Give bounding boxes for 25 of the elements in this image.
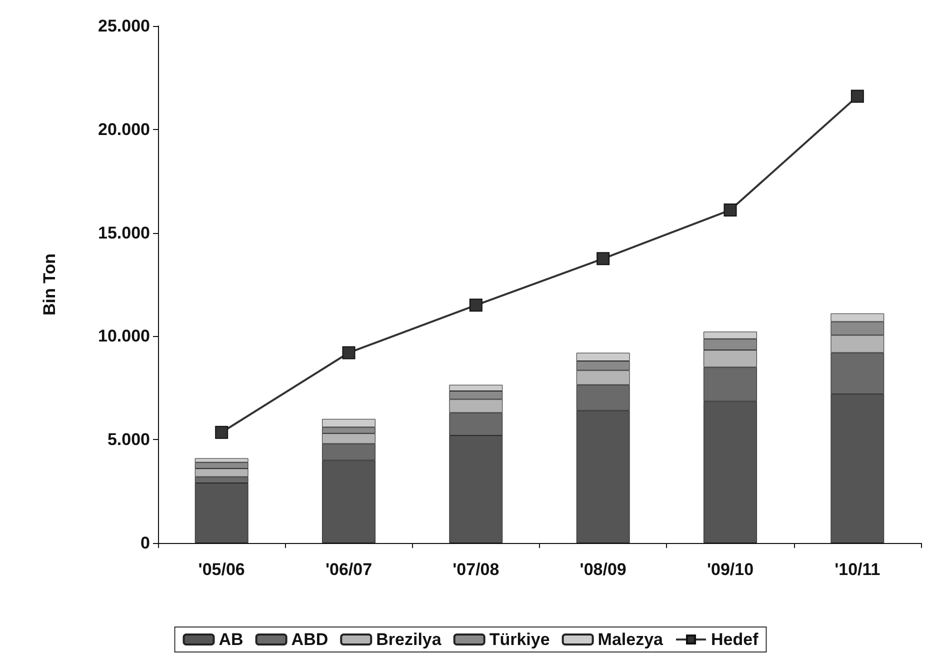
y-axis-title: Bin Ton [40, 254, 59, 316]
point [342, 346, 356, 360]
x-tick-label: '09/10 [706, 560, 754, 579]
y-tick-label: 25.000 [98, 16, 150, 36]
y-tick-label: 0 [140, 534, 150, 552]
point [724, 204, 737, 217]
legend-label: Türkiye [489, 630, 550, 649]
point [850, 90, 864, 103]
y-tick-label: 20.000 [98, 120, 150, 139]
point [596, 252, 610, 266]
x-tick-label: '06/07 [325, 560, 372, 579]
x-tick-label: '08/09 [580, 560, 626, 579]
legend-label: Malezya [598, 630, 664, 649]
y-tick-label: 10.000 [98, 326, 150, 346]
x-tick-label: '07/08 [452, 560, 500, 579]
legend-label: Hedef [711, 630, 759, 649]
x-tick-label: '10/11 [834, 560, 880, 579]
legend-label: ABD [291, 630, 328, 649]
legend-label: AB [218, 630, 244, 649]
point [469, 298, 482, 312]
y-tick-label: 15.000 [98, 223, 150, 242]
point [215, 426, 228, 439]
legend-label: Brezilya [376, 630, 442, 649]
x-tick-label: '05/06 [198, 560, 245, 579]
y-tick-label: 5.000 [107, 430, 150, 450]
